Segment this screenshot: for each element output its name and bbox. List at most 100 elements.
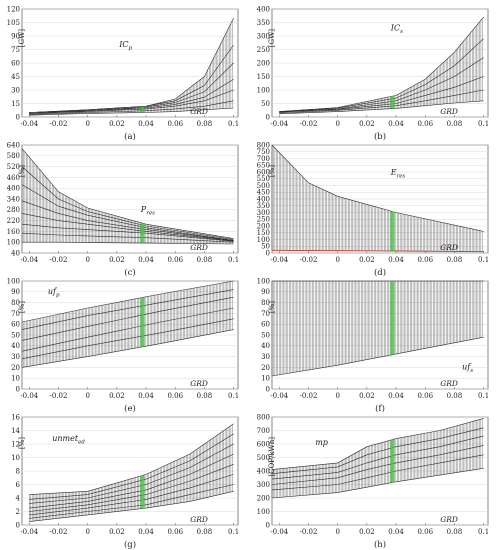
annotation-label: ufs — [462, 363, 473, 375]
panel-a: 0 15 30 45 60 75 90 105 120 -0.04 -0.02 0 0.02 0.04 0.… — [7, 5, 240, 142]
y-tick-label: 20 — [11, 364, 20, 372]
x-tick-label: -0.04 — [270, 256, 288, 264]
x-tick-label: 0.1 — [228, 528, 239, 536]
annotation-label: ufp — [48, 287, 60, 299]
y-tick-label: 6 — [16, 481, 21, 489]
panel-caption: (d) — [374, 267, 386, 278]
y-tick-label: 600 — [257, 168, 270, 176]
y-tick-label: 90 — [11, 288, 20, 296]
y-tick-label: 45 — [11, 73, 20, 81]
y-tick-label: 100 — [257, 86, 270, 94]
series-line — [21, 289, 234, 330]
y-tick-label: 70 — [11, 310, 20, 318]
x-tick-label: -0.04 — [20, 120, 38, 128]
y-tick-label: 50 — [261, 100, 270, 108]
series-line — [29, 423, 234, 495]
series-line — [271, 427, 484, 474]
series-line — [279, 57, 484, 113]
highlight-band — [140, 106, 145, 113]
series-line — [29, 62, 234, 113]
series-line — [21, 200, 234, 241]
y-tick-label: 650 — [257, 162, 270, 170]
y-tick-label: 75 — [11, 46, 20, 54]
y-tick-label: 580 — [7, 152, 20, 160]
x-tick-label: -0.02 — [50, 256, 68, 264]
dense-lines — [271, 145, 483, 252]
y-tick-label: 100 — [7, 277, 20, 285]
y-tick-label: 100 — [257, 236, 270, 244]
y-tick-label: 20 — [261, 364, 270, 372]
y-tick-label: 500 — [257, 454, 270, 462]
x-tick-label: 0.08 — [197, 392, 213, 400]
y-tick-label: 60 — [11, 321, 20, 329]
x-tick-label: -0.04 — [270, 528, 288, 536]
y-tick-label: 200 — [257, 222, 270, 230]
y-tick-label: 400 — [257, 195, 270, 203]
x-tick-label: 0.02 — [109, 256, 125, 264]
series-line — [29, 107, 234, 116]
y-tick-label: 0 — [16, 385, 20, 393]
y-tick-label: 200 — [257, 494, 270, 502]
y-tick-label: 150 — [257, 73, 270, 81]
series-line — [29, 89, 234, 114]
y-tick-label: 60 — [11, 59, 20, 67]
series-line — [29, 78, 234, 114]
y-tick-label: 120 — [7, 5, 20, 13]
x-tick-label: -0.02 — [300, 528, 318, 536]
y-tick-label: 340 — [7, 195, 20, 203]
x-tick-label: 0.04 — [138, 120, 154, 128]
series-line — [21, 329, 234, 368]
x-axis-label: GRD — [190, 515, 208, 524]
x-tick-label: 0 — [335, 256, 339, 264]
x-tick-label: 0 — [85, 528, 89, 536]
x-tick-label: 0.04 — [388, 528, 404, 536]
x-tick-label: 0.06 — [417, 392, 433, 400]
y-tick-label: 10 — [261, 375, 270, 383]
series-line — [29, 484, 234, 519]
y-tick-label: 0 — [266, 521, 270, 529]
y-tick-label: 150 — [257, 229, 270, 237]
series-line — [271, 249, 484, 253]
panel-g: 0 2 4 6 8 10 12 14 16 -0.04 -0.02 0 0.02 0.04 0.06 0.08… — [11, 413, 239, 550]
y-tick-label: 10 — [11, 375, 20, 383]
series-line — [22, 241, 234, 245]
x-tick-label: -0.04 — [20, 256, 38, 264]
x-tick-label: 0.02 — [109, 392, 125, 400]
x-tick-label: 0.06 — [417, 256, 433, 264]
y-tick-label: 10 — [11, 454, 20, 462]
x-axis-label: GRD — [190, 107, 208, 116]
annotation-label: ICp — [118, 40, 132, 52]
x-tick-label: 0 — [85, 256, 89, 264]
panel-f: 0 10 20 30 40 50 60 70 80 90 100 -0.04 -0.02 0 0.02 0.0… — [257, 277, 490, 414]
x-tick-label: -0.02 — [50, 120, 68, 128]
series-line — [29, 491, 234, 522]
y-tick-label: 460 — [7, 174, 20, 182]
y-tick-label: 200 — [257, 59, 270, 67]
x-tick-label: 0.06 — [167, 256, 183, 264]
y-tick-label: 700 — [257, 155, 270, 163]
panel-h: 0 100 200 300 400 500 600 700 800 -0.04 -0.02 0 0.02… — [257, 413, 490, 550]
series-line — [271, 445, 484, 485]
x-tick-label: -0.02 — [50, 392, 68, 400]
highlight-band — [390, 211, 395, 251]
annotation-label: Pres — [140, 205, 155, 217]
panel-caption: (g) — [124, 539, 136, 550]
y-tick-label: 0 — [16, 521, 20, 529]
y-tick-label: 350 — [257, 19, 270, 27]
x-tick-label: 0.08 — [197, 528, 213, 536]
annotation-label: unmeted — [52, 434, 85, 446]
series-line — [29, 100, 234, 115]
y-tick-label: 750 — [257, 148, 270, 156]
series-line — [21, 184, 234, 241]
y-tick-label: 2 — [16, 508, 20, 516]
annotation-label: Eres — [390, 168, 406, 180]
y-tick-label: 400 — [7, 185, 20, 193]
series-line — [279, 16, 484, 112]
y-unit-label: [GW] — [268, 29, 276, 48]
dense-lines — [271, 281, 483, 377]
y-tick-label: 800 — [257, 413, 270, 421]
panel-caption: (e) — [124, 403, 136, 414]
x-tick-label: 0.02 — [359, 528, 375, 536]
highlight-band — [390, 96, 395, 109]
x-tick-label: 0.04 — [388, 120, 404, 128]
